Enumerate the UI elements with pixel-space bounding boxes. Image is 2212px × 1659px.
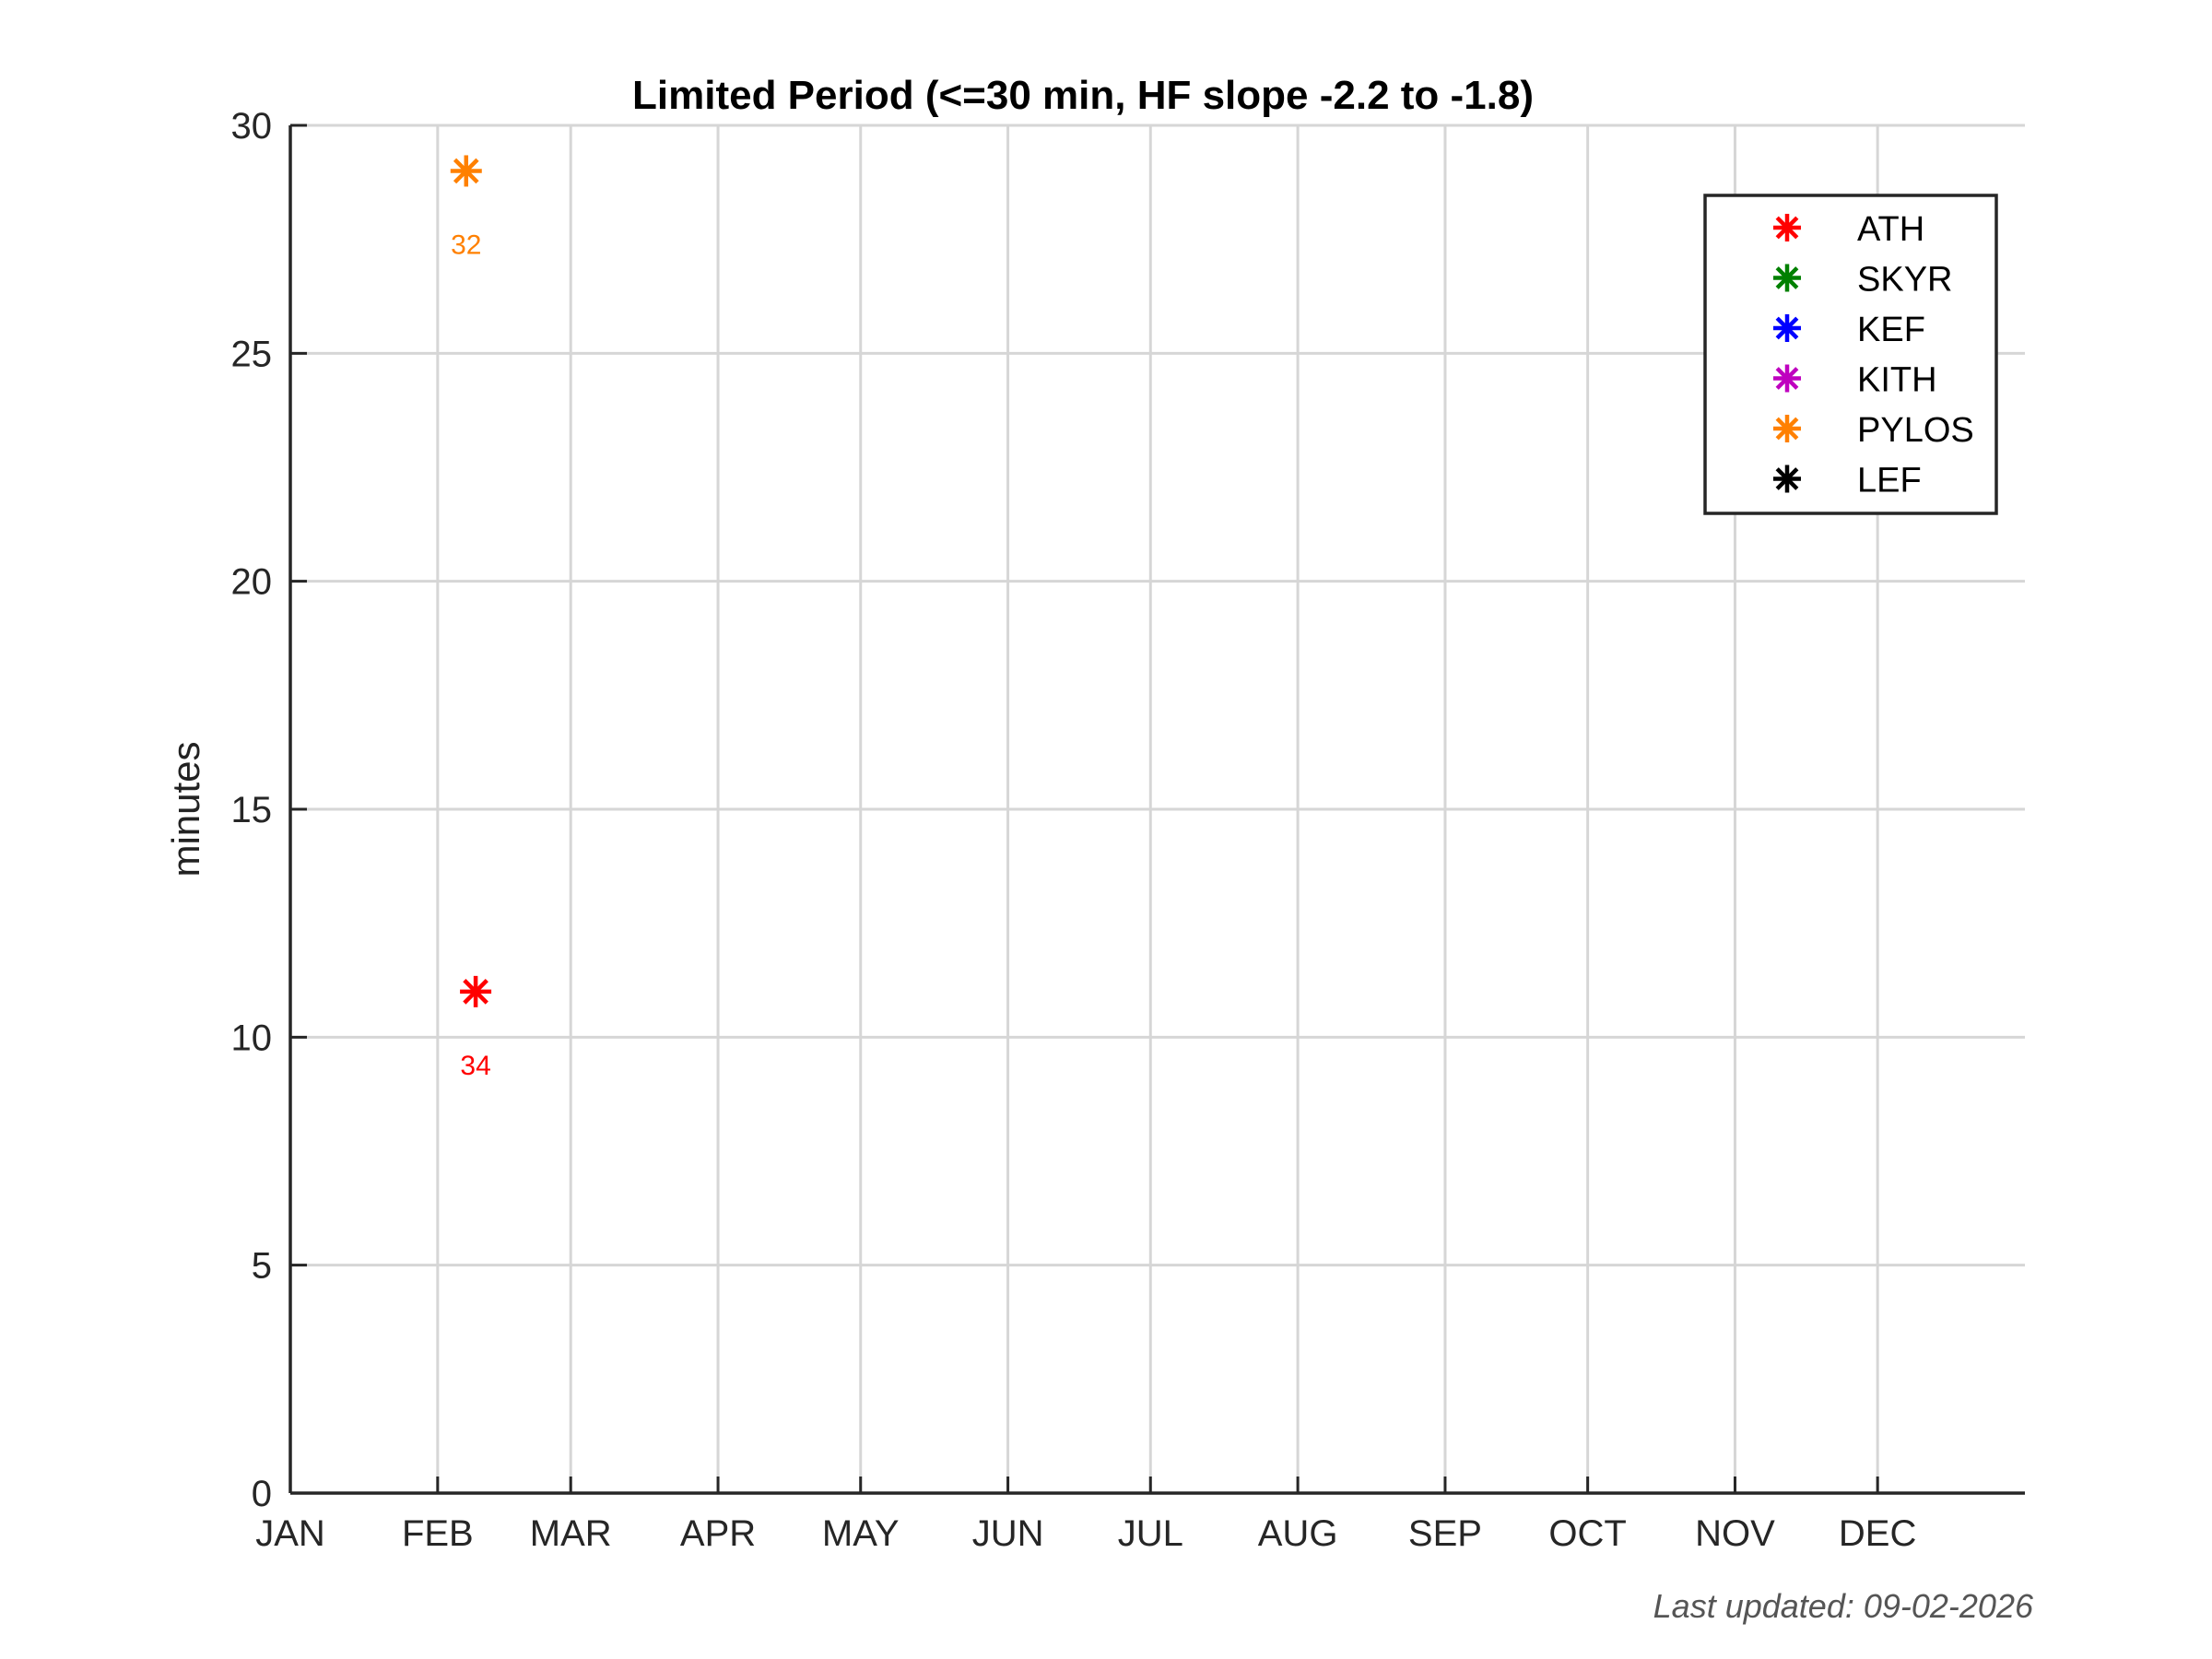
x-tick-label: SEP xyxy=(1408,1513,1482,1554)
y-tick-label: 25 xyxy=(231,334,273,374)
y-tick-label: 5 xyxy=(252,1246,272,1287)
x-tick-label: MAY xyxy=(822,1513,900,1554)
x-tick-label: APR xyxy=(680,1513,756,1554)
legend-label: KITH xyxy=(1857,361,1937,400)
y-axis-label: minutes xyxy=(164,741,207,877)
y-tick-label: 0 xyxy=(252,1474,272,1514)
x-tick-label: AUG xyxy=(1258,1513,1338,1554)
legend-label: LEF xyxy=(1857,462,1922,500)
legend-label: PYLOS xyxy=(1857,411,1974,450)
data-point-ath xyxy=(460,975,492,1007)
x-tick-label: JUL xyxy=(1118,1513,1183,1554)
legend-marker-lef xyxy=(1773,465,1801,493)
y-tick-label: 30 xyxy=(231,106,273,147)
x-tick-label: JAN xyxy=(255,1513,325,1554)
legend-marker-skyr xyxy=(1773,264,1801,292)
axes: 0 5 10 15 20 25 30 JAN FEB MAR APR MAY JUN JUL AUG SEP O… xyxy=(231,106,2025,1554)
legend-label: SKYR xyxy=(1857,261,1952,300)
data-label: 34 xyxy=(460,1051,490,1081)
x-tick-label: NOV xyxy=(1695,1513,1775,1554)
y-tick-label: 15 xyxy=(231,790,273,830)
last-updated: Last updated: 09-02-2026 xyxy=(1653,1587,2033,1625)
legend-box xyxy=(1703,194,1998,515)
legend-marker-pylos xyxy=(1773,415,1801,442)
data-label: 32 xyxy=(451,229,481,260)
legend: ATH SKYR KEF KITH PYLOS LEF xyxy=(1703,194,1998,515)
x-tick-label: MAR xyxy=(530,1513,612,1554)
data-point-pylos xyxy=(450,155,482,187)
x-tick-label: DEC xyxy=(1839,1513,1916,1554)
legend-marker-kith xyxy=(1773,364,1801,393)
legend-marker-kef xyxy=(1773,314,1801,342)
legend-label: ATH xyxy=(1857,210,1924,249)
y-tick-label: 10 xyxy=(231,1018,273,1058)
x-tick-label: FEB xyxy=(402,1513,474,1554)
x-tick-label: OCT xyxy=(1548,1513,1626,1554)
legend-label: KEF xyxy=(1857,311,1925,349)
grid xyxy=(288,124,2025,1495)
legend-marker-ath xyxy=(1773,214,1801,241)
y-tick-label: 20 xyxy=(231,562,273,603)
data-points: 34 32 xyxy=(450,155,492,1081)
chart-title: Limited Period (<=30 min, HF slope -2.2 … xyxy=(632,73,1534,118)
x-tick-label: JUN xyxy=(972,1513,1044,1554)
